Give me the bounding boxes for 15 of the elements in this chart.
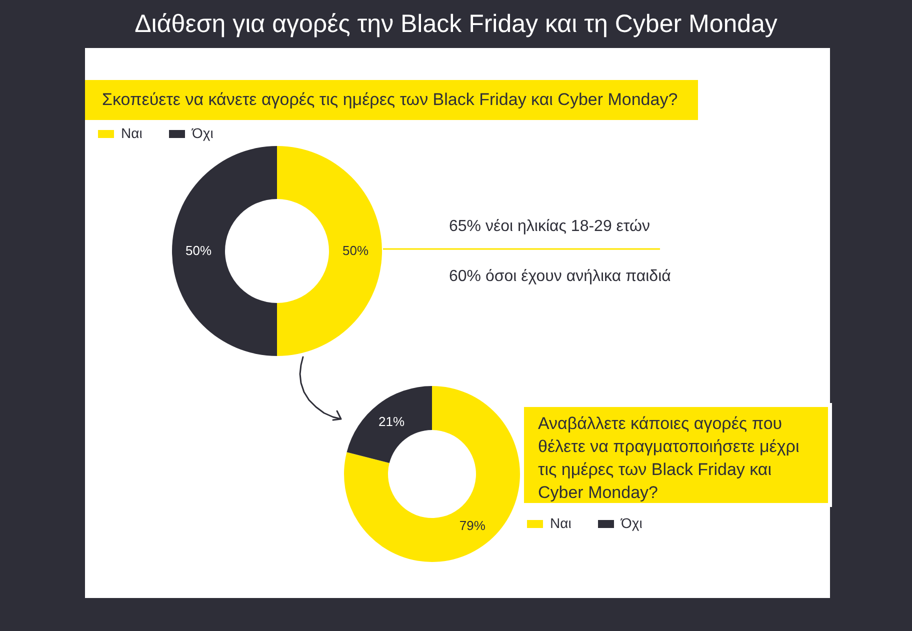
- text: 65% νέοι ηλικίας 18-29 ετών: [449, 218, 650, 235]
- legend-label: Ναι: [550, 515, 572, 531]
- data-label: 21%: [378, 414, 405, 429]
- chart-subtitle: Σκοπεύετε να κάνετε αγορές τις ημέρες των Black Friday και Cyber Monday?: [102, 90, 678, 109]
- text: Διάθεση για αγορές την Black Friday και τη Cyber Monday: [134, 10, 778, 38]
- donut-slice: [172, 146, 277, 356]
- text: Αναβάλλετε κάποιες αγορές που θέλετε να πραγματοποιήσετε μέχρι τις ημέρες των Black Friday και Cyber Monday?: [538, 414, 800, 502]
- legend-label: Όχι: [191, 125, 214, 141]
- donut-slice: [346, 386, 432, 464]
- data-label: 79%: [459, 518, 486, 534]
- legend-label: Ναι: [121, 125, 142, 141]
- legend-label: Όχι: [620, 515, 642, 531]
- text: 60% όσοι έχουν ανήλικα παιδιά: [449, 268, 671, 285]
- data-label: 50%: [342, 243, 369, 258]
- data-label: 50%: [185, 243, 212, 258]
